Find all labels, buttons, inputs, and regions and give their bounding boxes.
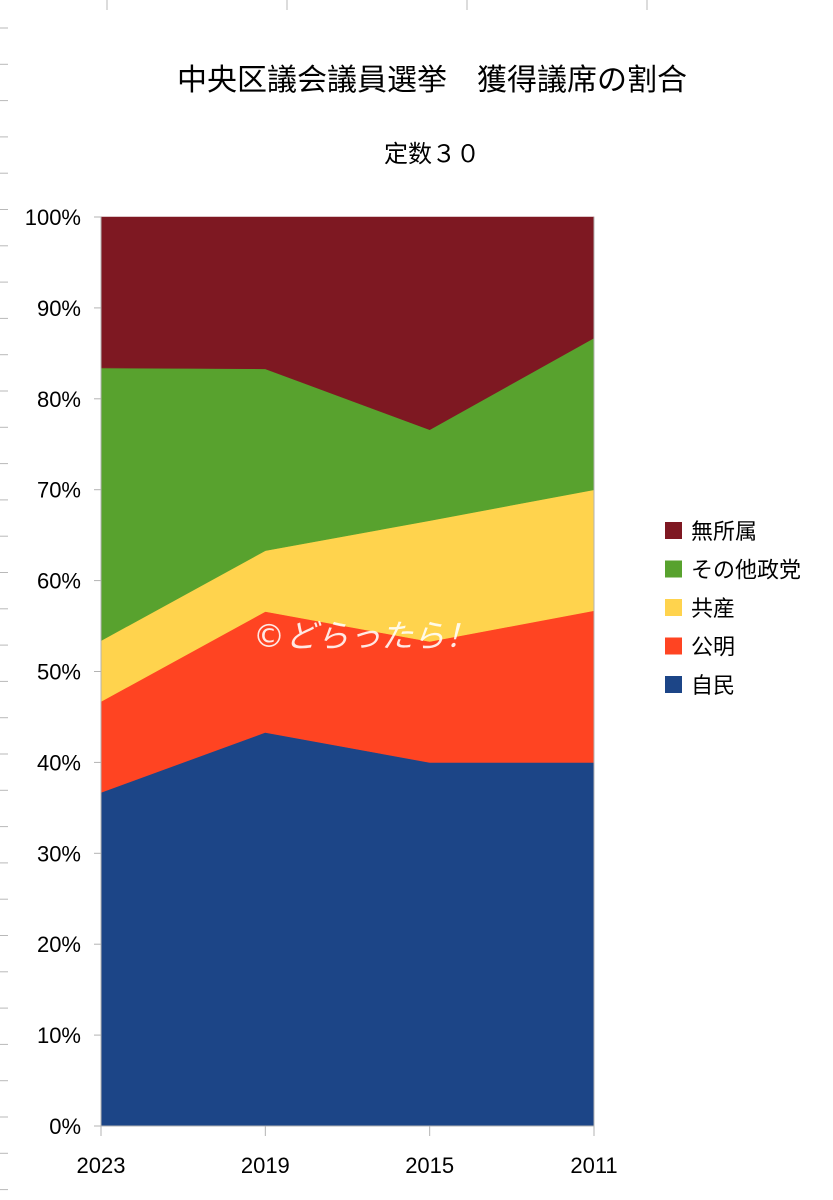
x-axis-ticks: 2023 2019 2015 2011	[77, 1126, 618, 1178]
y-tick-label: 0%	[49, 1114, 81, 1139]
y-tick-label: 70%	[37, 478, 81, 503]
top-ruler	[106, 0, 648, 10]
legend-swatch	[665, 676, 682, 693]
chart-subtitle: 定数３０	[384, 140, 480, 168]
chart-title: 中央区議会議員選挙 獲得議席の割合	[177, 63, 687, 98]
y-tick-label: 10%	[37, 1023, 81, 1048]
legend-swatch	[665, 522, 682, 539]
y-tick-label: 20%	[37, 932, 81, 957]
legend-swatch	[665, 637, 682, 655]
watermark: ©どらったら！	[253, 617, 477, 655]
y-tick-label: 50%	[37, 660, 81, 685]
y-axis-ticks: 0% 10% 20% 30% 40% 50% 60% 70% 80% 90% 100%	[25, 205, 101, 1139]
y-tick-label: 30%	[37, 841, 81, 866]
x-tick-label: 2019	[241, 1153, 290, 1178]
legend-swatch	[665, 560, 682, 578]
y-tick-label: 100%	[25, 205, 81, 230]
y-tick-label: 60%	[37, 569, 81, 594]
x-tick-label: 2023	[77, 1153, 126, 1178]
legend-label: 自民	[691, 674, 735, 699]
legend-label: 無所属	[691, 520, 757, 545]
x-tick-label: 2011	[570, 1153, 617, 1178]
legend-swatch	[665, 599, 682, 616]
y-tick-label: 40%	[37, 750, 81, 775]
legend-label: 公明	[691, 636, 735, 661]
legend-label: その他政党	[691, 559, 801, 584]
y-tick-label: 90%	[37, 296, 81, 321]
plot-areas	[100, 216, 595, 1127]
y-tick-label: 80%	[37, 387, 81, 412]
legend-label: 共産	[691, 597, 735, 622]
left-ruler	[0, 27, 8, 1191]
x-tick-label: 2015	[405, 1153, 454, 1178]
area-自民	[100, 732, 595, 1127]
